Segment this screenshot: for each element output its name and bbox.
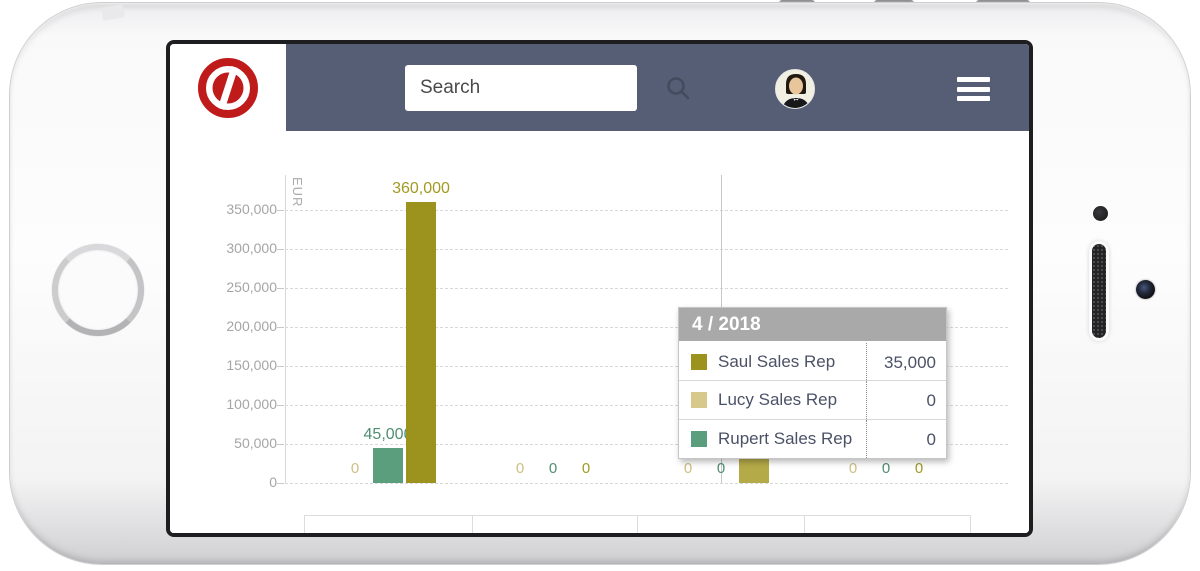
gridline — [285, 327, 1008, 328]
antenna-band — [101, 4, 125, 21]
app-viewport: EUR 350,000 300,000 250,000 200,000 150,000 1… — [170, 44, 1029, 533]
table-cell — [472, 515, 638, 533]
gridline — [285, 405, 1008, 406]
gridline — [285, 483, 1008, 484]
tooltip-row: Saul Sales Rep 35,000 — [679, 341, 946, 380]
bar-value-label: 0 — [515, 460, 525, 477]
series-swatch — [691, 353, 707, 370]
bar-value-label: 45,000 — [363, 426, 413, 443]
series-name: Rupert Sales Rep — [718, 429, 853, 448]
tooltip-title: 4 / 2018 — [679, 308, 946, 341]
y-tick-label: 200,000 — [226, 318, 277, 334]
bar-rupert[interactable] — [373, 448, 403, 483]
bar-value-label: 0 — [716, 460, 726, 477]
tooltip-rows: Saul Sales Rep 35,000 Lucy Sales Rep 0 Ruper… — [679, 341, 946, 458]
proximity-sensor — [1093, 206, 1108, 221]
y-axis-title: EUR — [290, 177, 305, 208]
table-cell — [804, 515, 971, 533]
y-tick-label: 100,000 — [226, 396, 277, 412]
bar-value-label: 0 — [548, 460, 558, 477]
y-tick-label: 0 — [269, 474, 277, 490]
y-axis-tick — [277, 444, 284, 445]
search-input[interactable] — [405, 77, 665, 99]
bar-value-label: 360,000 — [392, 180, 450, 197]
bar-value-label: 0 — [848, 460, 858, 477]
y-axis-tick — [277, 288, 284, 289]
bar-value-label: 0 — [881, 460, 891, 477]
bar-value-label: 0 — [914, 460, 924, 477]
navbar — [170, 44, 1029, 131]
y-axis-tick — [277, 405, 284, 406]
table-cell — [637, 515, 805, 533]
y-tick-label: 150,000 — [226, 357, 277, 373]
table-cell — [304, 515, 473, 533]
series-name: Saul Sales Rep — [718, 351, 836, 371]
series-swatch — [691, 431, 707, 447]
logo-area[interactable] — [170, 44, 286, 131]
search-icon[interactable] — [665, 75, 691, 101]
y-axis-tick — [277, 366, 284, 367]
y-axis-tick — [277, 483, 284, 484]
hamburger-menu-icon[interactable] — [957, 77, 990, 101]
bar-value-label: 0 — [581, 460, 591, 477]
bar-saul[interactable] — [406, 202, 436, 483]
bar-saul[interactable] — [739, 456, 769, 483]
y-tick-label: 350,000 — [226, 201, 277, 217]
series-swatch — [691, 392, 707, 408]
bar-value-label: 0 — [683, 460, 693, 477]
bottom-table — [304, 515, 972, 533]
y-axis-tick — [277, 249, 284, 250]
series-value: 0 — [866, 381, 946, 419]
chart-tooltip: 4 / 2018 Saul Sales Rep 35,000 Lucy Sales … — [678, 307, 947, 459]
y-tick-label: 250,000 — [226, 279, 277, 295]
y-tick-label: 300,000 — [226, 240, 277, 256]
gridline — [285, 366, 1008, 367]
home-button — [52, 244, 144, 336]
earpiece-speaker — [1089, 241, 1109, 341]
y-axis-tick — [277, 327, 284, 328]
app-logo-icon — [198, 57, 258, 118]
y-axis-tick — [277, 210, 284, 211]
gridline — [285, 249, 1008, 250]
y-axis — [285, 175, 286, 483]
chart-plot: EUR 350,000 300,000 250,000 200,000 150,000 1… — [170, 131, 1029, 533]
gridline — [285, 444, 1008, 445]
front-camera — [1136, 280, 1155, 299]
gridline — [285, 210, 1008, 211]
series-value: 0 — [866, 420, 946, 458]
phone-screen: EUR 350,000 300,000 250,000 200,000 150,000 1… — [166, 40, 1033, 537]
series-value: 35,000 — [866, 343, 946, 380]
gridline — [285, 288, 1008, 289]
y-tick-label: 50,000 — [234, 435, 277, 451]
tooltip-row: Rupert Sales Rep 0 — [679, 419, 946, 458]
tooltip-row: Lucy Sales Rep 0 — [679, 380, 946, 419]
series-name: Lucy Sales Rep — [718, 390, 838, 409]
search-box[interactable] — [405, 65, 690, 111]
bar-value-label: 0 — [350, 460, 360, 477]
avatar[interactable] — [775, 69, 815, 109]
avatar-image — [776, 70, 814, 108]
